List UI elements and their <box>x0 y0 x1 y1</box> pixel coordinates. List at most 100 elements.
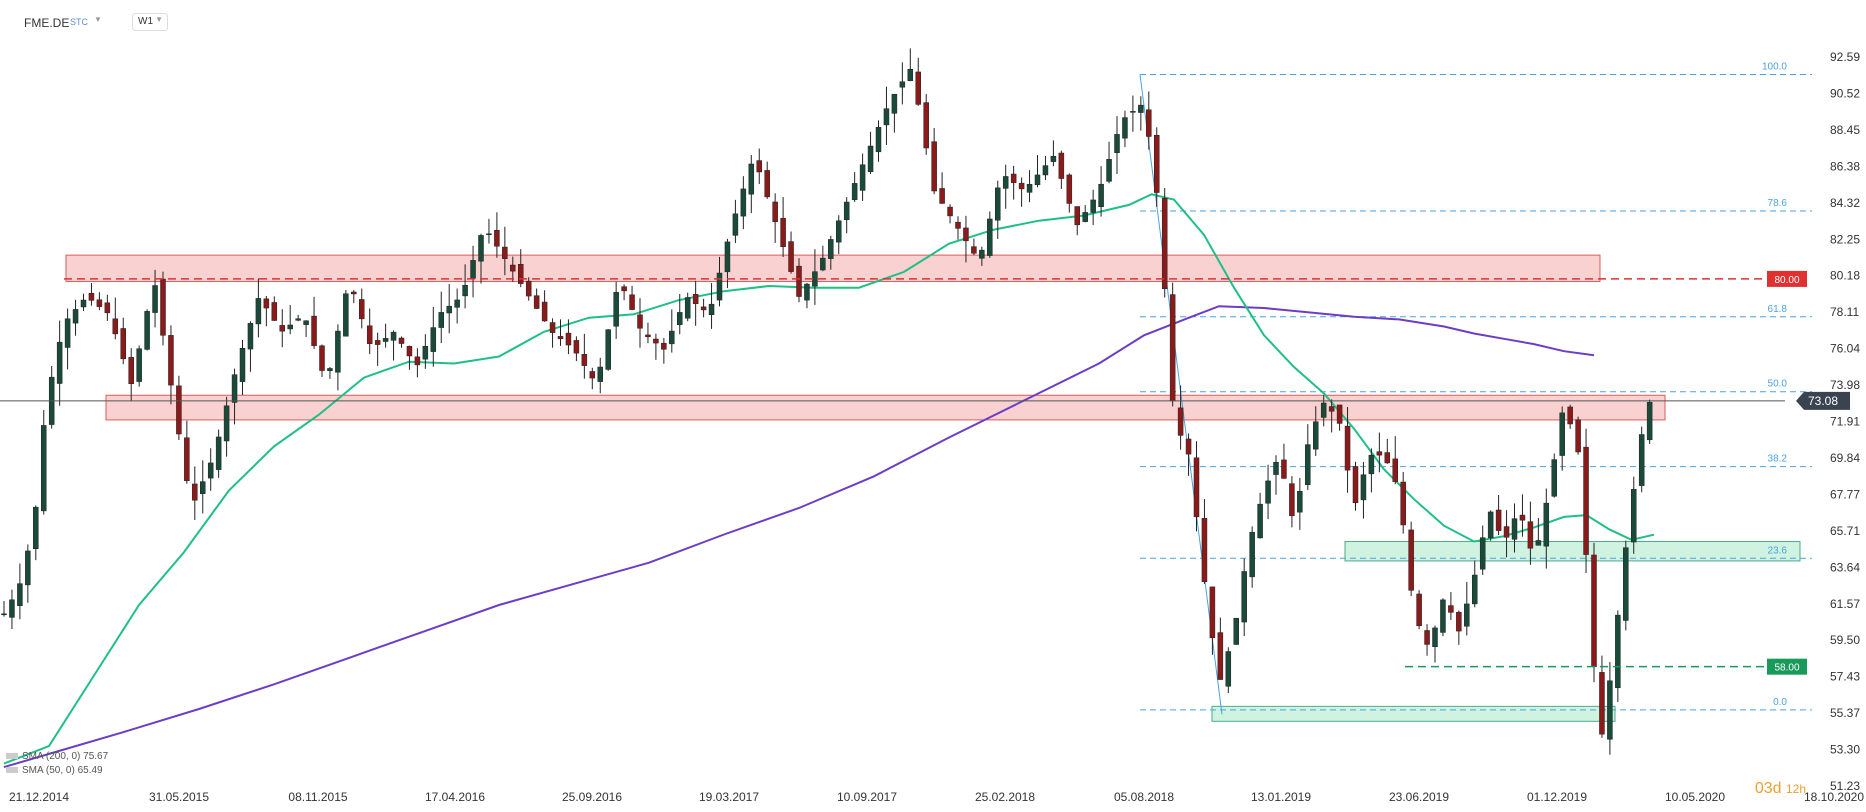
y-tick-label: 92.59 <box>1830 50 1860 64</box>
candle-body <box>1026 184 1033 193</box>
candle-body <box>939 188 945 204</box>
candle-body <box>804 283 810 301</box>
candle-body <box>1440 599 1446 633</box>
candle-body <box>1177 407 1184 436</box>
candle-body <box>446 305 452 314</box>
candle-body <box>1408 529 1414 591</box>
candle-body <box>1090 199 1096 213</box>
symbol-label[interactable]: FME.DE <box>24 16 70 30</box>
candle-body <box>1225 651 1232 687</box>
candle-body <box>1487 511 1494 539</box>
candle-body <box>1432 627 1438 647</box>
candle-body <box>987 218 993 256</box>
candle-body <box>1241 571 1247 623</box>
candle-body <box>351 291 357 295</box>
candle-body <box>374 340 381 345</box>
candle-body <box>732 213 739 236</box>
candle-body <box>1400 481 1406 526</box>
fib-level-label: 100.0 <box>1762 61 1787 72</box>
candle-body <box>1623 547 1629 621</box>
candle-body <box>1082 212 1088 222</box>
candle-body <box>510 264 516 272</box>
resistance-zone <box>105 394 1666 421</box>
fib-level-label: 50.0 <box>1768 379 1788 390</box>
candle-body <box>470 260 476 279</box>
market-dropdown-icon[interactable]: ▼ <box>94 15 102 24</box>
candle-body <box>1559 412 1565 456</box>
legend-sma50[interactable]: SMA (50, 0) 65.49 <box>6 765 103 776</box>
candle-body <box>1154 134 1160 193</box>
candle-body <box>56 341 63 384</box>
candle-body <box>589 371 596 379</box>
y-tick-label: 84.32 <box>1830 196 1860 210</box>
candle-body <box>41 425 47 512</box>
candle-countdown: 03d 12h <box>1755 780 1806 798</box>
candle-body <box>1495 509 1502 531</box>
candle-body <box>1034 174 1041 186</box>
candle-body <box>1217 632 1224 680</box>
candle-body <box>255 298 262 325</box>
candle-body <box>518 263 524 284</box>
candle-body <box>295 318 301 321</box>
candle-body <box>319 345 325 371</box>
legend-sma200[interactable]: SMA (200, 0) 75.67 <box>6 751 108 762</box>
candle-body <box>152 285 158 313</box>
candle-body <box>1575 419 1581 453</box>
candle-body <box>303 320 309 325</box>
zones-layer <box>65 254 1801 722</box>
y-tick-label: 63.64 <box>1830 560 1860 574</box>
candle-body <box>677 312 683 326</box>
candle-body <box>541 301 548 322</box>
candles-layer <box>1 48 1653 755</box>
candle-body <box>263 298 270 309</box>
candle-body <box>1416 593 1422 627</box>
candle-body <box>1384 452 1391 464</box>
candle-body <box>239 347 246 382</box>
candle-body <box>907 69 914 81</box>
candle-body <box>390 331 397 341</box>
candle-body <box>271 302 278 321</box>
candle-body <box>430 327 437 352</box>
support-zone <box>1344 541 1801 562</box>
x-tick-label: 05.08.2018 <box>1114 790 1174 804</box>
candle-body <box>136 348 142 382</box>
timeframe-select[interactable]: W1 ▼ <box>132 13 168 31</box>
candle-body <box>80 299 87 308</box>
candle-body <box>17 583 23 606</box>
candle-body <box>1551 459 1557 497</box>
candle-body <box>287 324 293 330</box>
candle-body <box>1511 518 1518 540</box>
candle-body <box>168 335 174 386</box>
candle-body <box>1567 406 1573 425</box>
fib-level-label: 23.6 <box>1768 545 1788 556</box>
candle-body <box>1646 402 1653 441</box>
candle-body <box>684 297 691 319</box>
candle-body <box>1138 104 1144 113</box>
candle-body <box>64 318 71 348</box>
candle-body <box>1114 134 1120 153</box>
candle-body <box>573 340 580 354</box>
candle-body <box>1042 165 1049 176</box>
candle-body <box>223 405 230 442</box>
y-tick-label: 65.71 <box>1830 524 1860 538</box>
candle-body <box>756 160 762 173</box>
candle-body <box>1305 444 1311 485</box>
fib-level-label: 78.6 <box>1768 198 1788 209</box>
candle-body <box>1360 474 1367 501</box>
candle-body <box>931 141 937 192</box>
candle-body <box>724 241 731 273</box>
candle-body <box>995 187 1001 221</box>
timeframe-value: W1 <box>138 16 153 27</box>
candle-body <box>669 330 675 345</box>
candle-body <box>382 338 389 342</box>
candle-body <box>1320 402 1327 418</box>
candle-body <box>343 293 349 337</box>
x-tick-label: 31.05.2015 <box>149 790 209 804</box>
candle-body <box>1352 466 1359 504</box>
x-tick-label: 01.12.2019 <box>1527 790 1587 804</box>
candle-body <box>1169 294 1176 402</box>
candle-body <box>215 436 222 470</box>
candle-body <box>1543 502 1550 547</box>
candle-body <box>1209 586 1216 639</box>
